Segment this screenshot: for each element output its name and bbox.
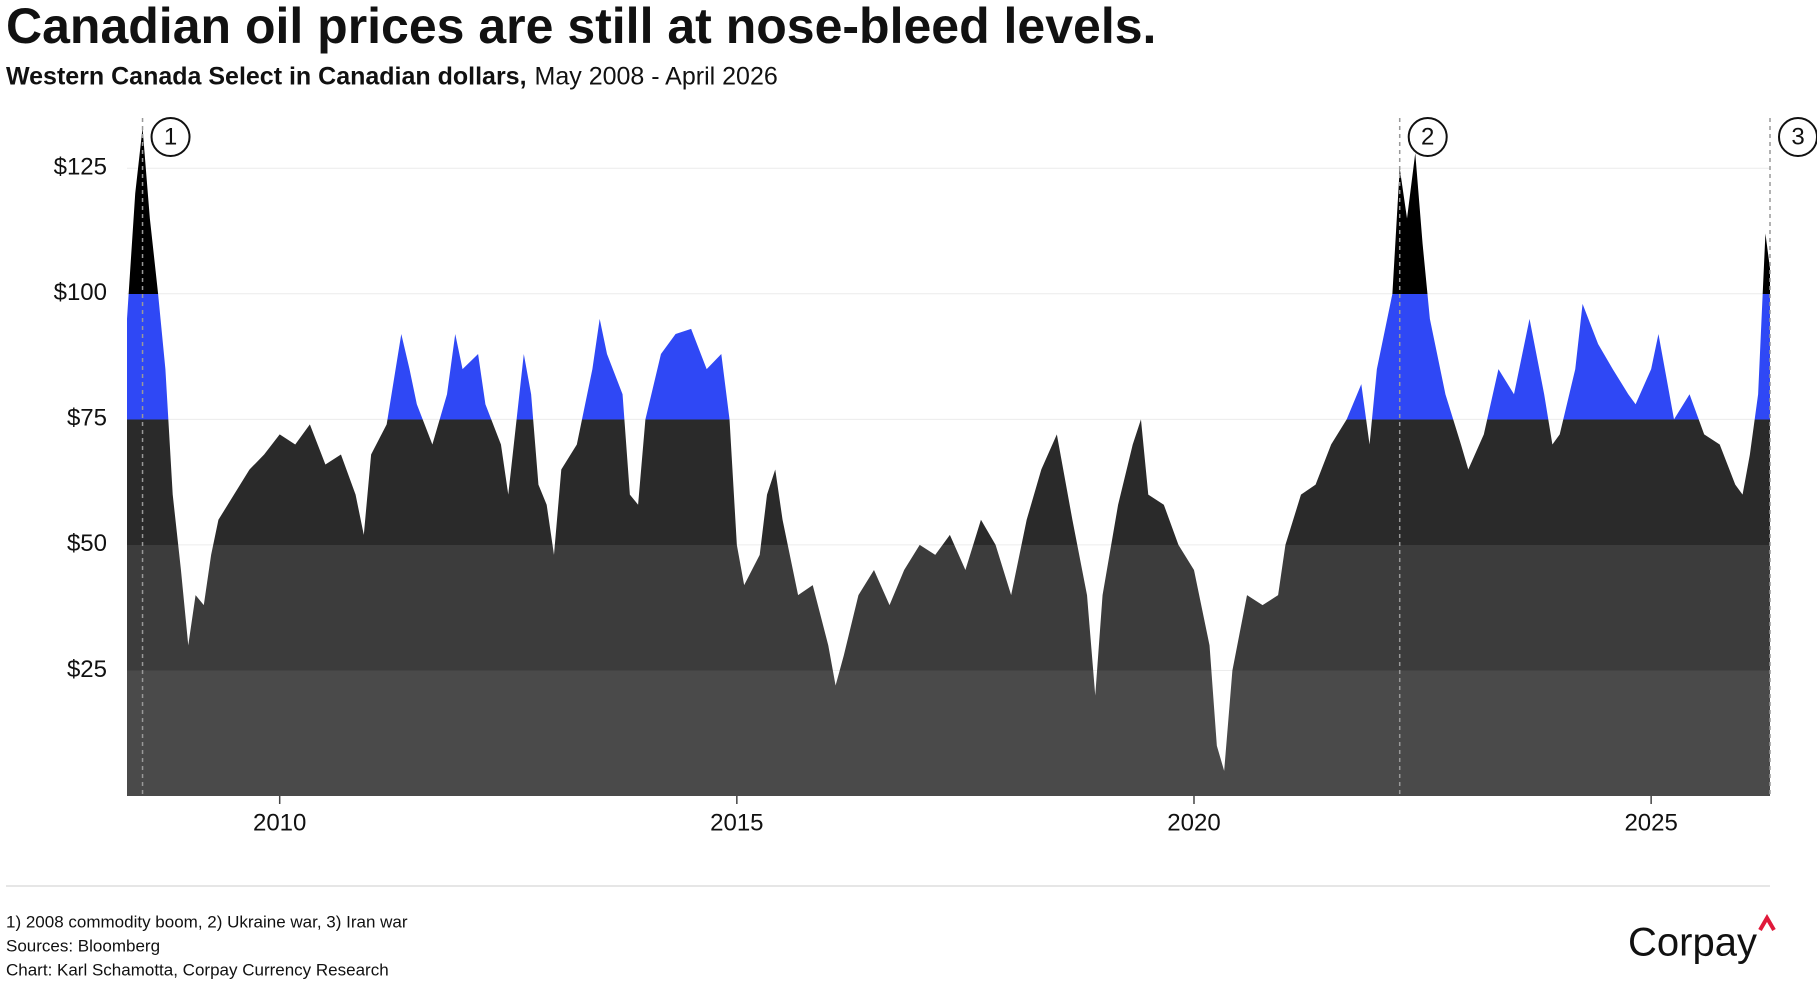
chart-title: Canadian oil prices are still at nose-bl…: [6, 0, 1156, 54]
y-tick-label: $50: [67, 530, 107, 557]
y-tick-label: $75: [67, 405, 107, 432]
y-tick-label: $100: [54, 279, 107, 306]
note: Chart: Karl Schamotta, Corpay Currency R…: [6, 960, 389, 979]
annotation-circle: [1407, 117, 1448, 157]
chart-subtitle: Western Canada Select in Canadian dollar…: [6, 63, 527, 91]
area: [127, 128, 1770, 797]
logo-caret: [1758, 914, 1776, 932]
x-tick-label: 2025: [1624, 809, 1677, 836]
y-tick-label: $25: [67, 656, 107, 683]
x-tick-label: 2020: [1167, 809, 1220, 836]
annotation-label: 1: [164, 123, 177, 150]
annotation-label: 2: [1421, 123, 1434, 150]
annotation-label: 3: [1791, 123, 1804, 150]
annotation-circle: [150, 117, 191, 157]
logo: Corpay: [1628, 921, 1757, 965]
annotation-circle: [1778, 117, 1817, 157]
y-tick-label: $125: [54, 154, 107, 181]
chart-subtitle-range: May 2008 - April 2026: [535, 63, 778, 91]
x-tick-label: 2015: [710, 809, 763, 836]
note: Sources: Bloomberg: [6, 936, 160, 955]
note: 1) 2008 commodity boom, 2) Ukraine war, …: [6, 912, 408, 931]
x-tick-label: 2010: [253, 809, 306, 836]
